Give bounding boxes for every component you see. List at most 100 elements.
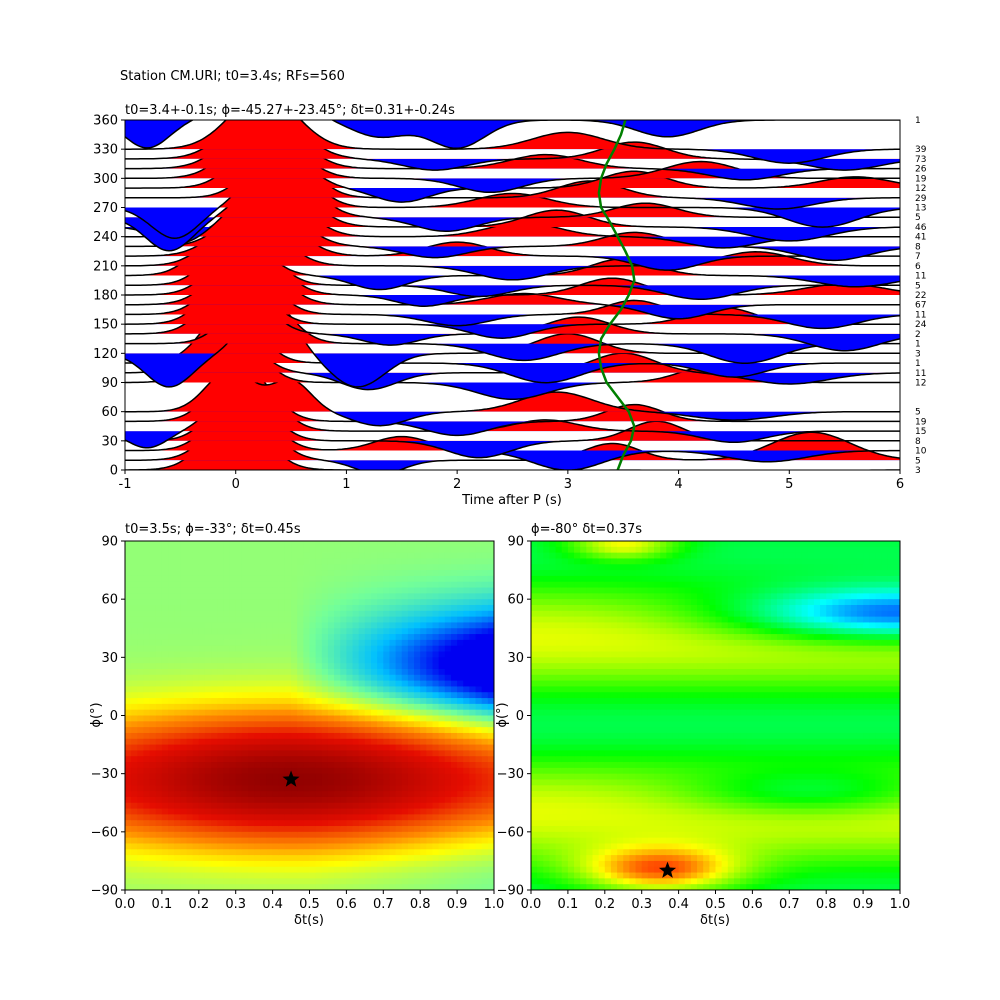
rf-negative-fill <box>125 314 900 329</box>
rf-count-label: 15 <box>915 427 926 437</box>
right-heatmap <box>531 541 900 890</box>
right-x-tick-label: 0.5 <box>705 897 726 912</box>
rf-negative-fill <box>125 265 900 280</box>
rf-y-tick-label: 30 <box>101 434 118 449</box>
rf-count-label: 19 <box>915 417 927 427</box>
rf-y-tick-label: 300 <box>93 172 118 187</box>
rf-count-label: 46 <box>915 223 927 233</box>
rf-positive-fill <box>125 219 900 276</box>
left-y-tick-label: −90 <box>91 884 118 899</box>
rf-count-label: 1 <box>915 340 921 350</box>
right-y-tick-label: −60 <box>497 825 524 840</box>
rf-count-label: 13 <box>915 204 926 214</box>
rf-y-axis: 0 30 60 90 120 150 180 210 240 270 300 330 360 <box>93 114 125 479</box>
rf-count-label: 12 <box>915 184 926 194</box>
rf-traces <box>125 120 900 470</box>
rf-count-label: 6 <box>915 262 921 272</box>
left-y-axis: −90 −60 −30 0 30 60 90 <box>91 535 125 899</box>
rf-x-tick-label: 6 <box>896 477 904 492</box>
rf-x-tick-label: 4 <box>674 477 682 492</box>
rf-count-label: 26 <box>915 165 927 175</box>
rf-negative-fill <box>125 343 900 364</box>
optimum-star <box>658 861 677 878</box>
rf-x-axis-label: Time after P (s) <box>461 493 562 508</box>
right-x-tick-label: 0.0 <box>521 897 542 912</box>
rf-y-tick-label: 180 <box>93 289 118 304</box>
rf-x-tick-label: 1 <box>342 477 350 492</box>
rf-negative-fill <box>125 168 900 180</box>
optimum-star <box>282 770 300 787</box>
rf-count-label: 24 <box>915 320 927 330</box>
grid-search-panel-left: t0=3.5s; ϕ=-33°; δt=0.45s 0.0 0.1 0.2 0.3 0.… <box>89 522 504 928</box>
rf-count-label: 3 <box>915 349 921 359</box>
rf-trace-line <box>125 120 900 164</box>
rf-count-label: 11 <box>915 369 926 379</box>
rf-negative-fill <box>125 324 900 339</box>
rf-negative-fill <box>125 285 900 300</box>
rf-negative-fill <box>125 411 900 426</box>
rf-count-label: 8 <box>915 437 921 447</box>
right-x-axis: 0.0 0.1 0.2 0.3 0.4 0.5 0.6 0.7 0.8 0.9 1.0 <box>521 890 911 912</box>
rf-count-label: 67 <box>915 301 926 311</box>
right-x-tick-label: 0.9 <box>853 897 874 912</box>
rf-positive-fill <box>125 277 900 334</box>
rf-negative-fill <box>125 149 900 164</box>
rf-panel: t0=3.4+-0.1s; ϕ=-45.27+-23.45°; δt=0.31+… <box>93 103 927 508</box>
rf-negative-fill <box>125 275 900 290</box>
right-x-tick-label: 0.3 <box>631 897 652 912</box>
left-x-tick-label: 0.3 <box>225 897 246 912</box>
left-x-tick-label: 0.5 <box>299 897 320 912</box>
rf-count-label: 7 <box>915 252 921 262</box>
rf-count-label: 41 <box>915 233 926 243</box>
rf-count-label: 1 <box>915 116 921 126</box>
rf-count-label: 5 <box>915 281 921 291</box>
right-panel-title: ϕ=-80° δt=0.37s <box>531 522 642 537</box>
left-x-tick-label: 0.0 <box>115 897 136 912</box>
rf-count-label: 39 <box>915 145 927 155</box>
rf-negative-fill <box>125 372 900 390</box>
left-y-tick-label: 60 <box>101 593 118 608</box>
right-x-axis-label: δt(s) <box>700 913 730 928</box>
right-x-tick-label: 0.6 <box>742 897 763 912</box>
rf-positive-fill <box>125 414 900 470</box>
rf-positive-fill <box>125 316 900 373</box>
rf-negative-fill <box>125 158 900 171</box>
right-y-axis-label: ϕ(°) <box>495 702 510 727</box>
rf-negative-fill <box>125 363 900 383</box>
rf-negative-fill <box>125 207 900 239</box>
rf-y-tick-label: 240 <box>93 230 118 245</box>
left-y-tick-label: 0 <box>110 709 118 724</box>
left-heatmap <box>125 541 494 890</box>
rf-negative-fill <box>125 197 900 209</box>
rf-x-tick-label: 3 <box>564 477 572 492</box>
left-y-axis-label: ϕ(°) <box>89 702 104 727</box>
rf-count-label: 2 <box>915 330 921 340</box>
left-x-tick-label: 0.9 <box>447 897 468 912</box>
rf-positive-fill <box>125 375 900 432</box>
right-x-tick-label: 1.0 <box>890 897 911 912</box>
rf-count-labels: 3510815195121113122411672251167841465132… <box>915 116 927 476</box>
rf-y-tick-label: 270 <box>93 201 118 216</box>
left-x-tick-label: 0.1 <box>152 897 173 912</box>
figure-suptitle: Station CM.URI; t0=3.4s; RFs=560 <box>120 69 345 84</box>
rf-y-tick-label: 60 <box>101 405 118 420</box>
left-x-tick-label: 0.7 <box>373 897 394 912</box>
right-y-tick-label: 0 <box>516 709 524 724</box>
rf-y-tick-label: 0 <box>110 464 118 479</box>
rf-count-label: 3 <box>915 466 921 476</box>
rf-negative-fill <box>125 440 900 458</box>
rf-count-label: 8 <box>915 242 921 252</box>
rf-y-tick-label: 210 <box>93 259 118 274</box>
rf-y-tick-label: 150 <box>93 318 118 333</box>
left-x-tick-label: 0.8 <box>410 897 431 912</box>
rf-positive-fill <box>125 384 900 441</box>
rf-positive-fill <box>125 122 900 179</box>
right-x-tick-label: 0.8 <box>816 897 837 912</box>
left-y-tick-label: 30 <box>101 651 118 666</box>
right-x-tick-label: 0.4 <box>668 897 689 912</box>
rf-count-label: 11 <box>915 310 926 320</box>
left-y-tick-label: −30 <box>91 767 118 782</box>
rf-count-label: 1 <box>915 359 921 369</box>
right-x-tick-label: 0.7 <box>779 897 800 912</box>
